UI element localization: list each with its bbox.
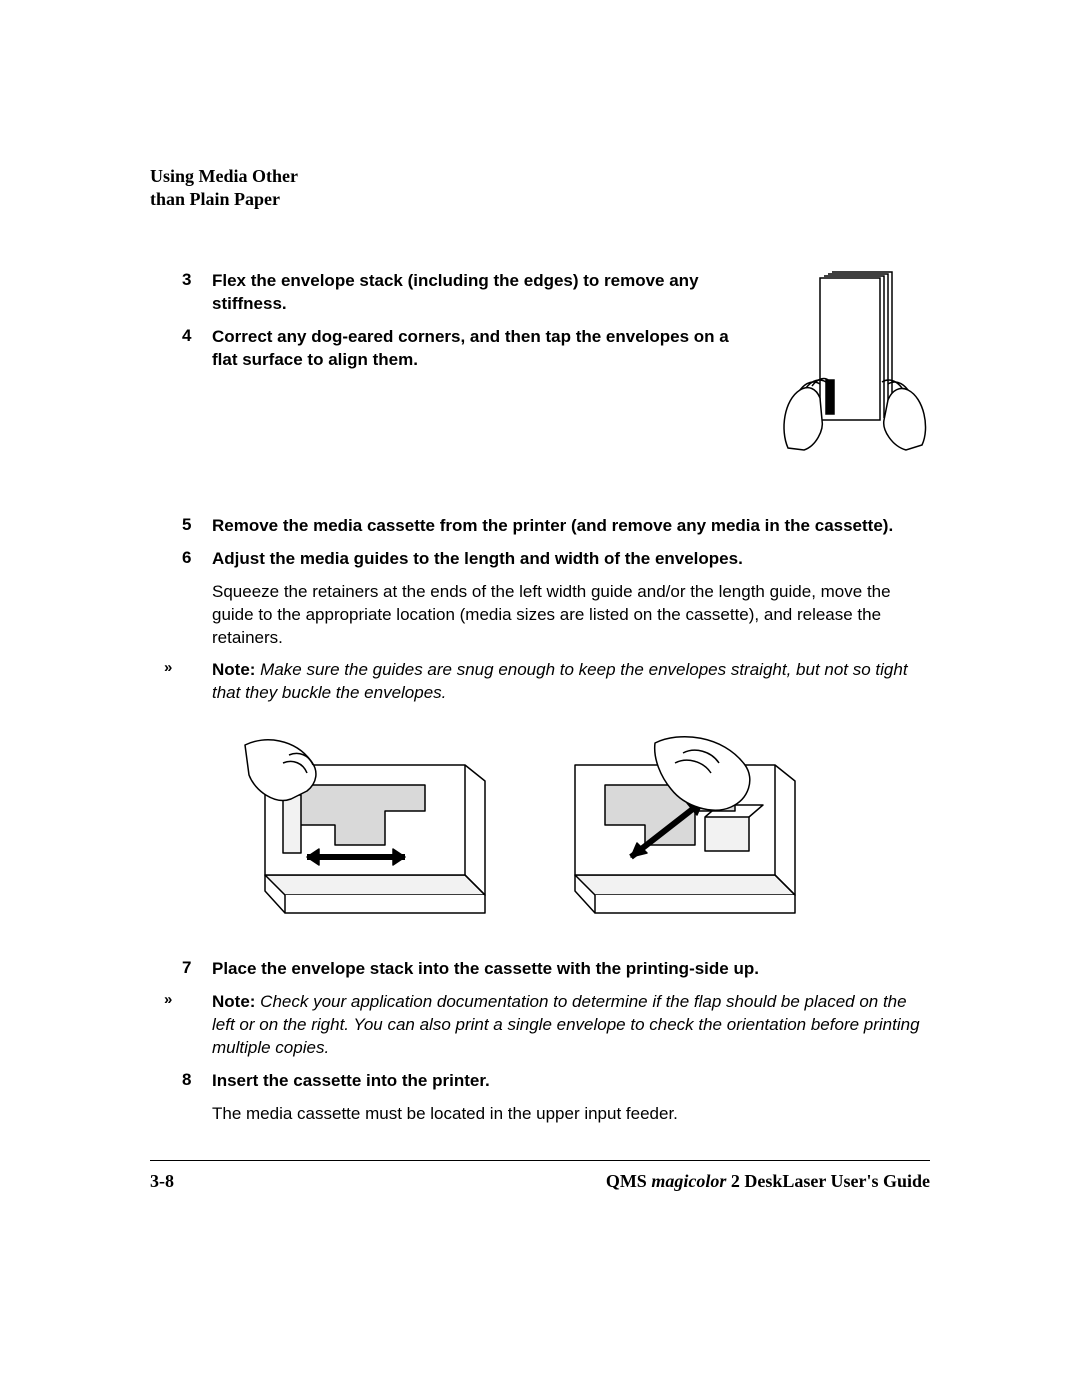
cassette-length-guide-illustration: [535, 725, 815, 930]
note-text: Note: Check your application documentati…: [212, 991, 930, 1060]
steps-3-4: 3 Flex the envelope stack (including the…: [150, 270, 730, 465]
page-footer: 3-8 QMS magicolor 2 DeskLaser User's Gui…: [150, 1171, 930, 1192]
step-5: 5 Remove the media cassette from the pri…: [150, 515, 930, 538]
step-number: 5: [150, 515, 212, 538]
step-spacer: [150, 1103, 212, 1126]
note-2: » Note: Check your application documenta…: [150, 991, 930, 1060]
step-text: Remove the media cassette from the print…: [212, 515, 930, 538]
footer-product: magicolor: [651, 1171, 726, 1191]
section-title-line2: than Plain Paper: [150, 189, 280, 209]
section-title: Using Media Other than Plain Paper: [150, 165, 930, 212]
footer-title: QMS magicolor 2 DeskLaser User's Guide: [606, 1171, 930, 1192]
note-body: Check your application documentation to …: [212, 992, 920, 1057]
cassette-illustrations: [225, 725, 930, 930]
page-number: 3-8: [150, 1171, 174, 1192]
step-6-body: Squeeze the retainers at the ends of the…: [150, 581, 930, 650]
steps-3-4-with-illustration: 3 Flex the envelope stack (including the…: [150, 270, 930, 465]
step-number: 8: [150, 1070, 212, 1093]
footer-prefix: QMS: [606, 1171, 652, 1191]
envelope-flex-illustration: [750, 270, 930, 465]
footer-rule: [150, 1160, 930, 1161]
note-body: Make sure the guides are snug enough to …: [212, 660, 908, 702]
note-label: Note:: [212, 992, 255, 1011]
note-1: » Note: Make sure the guides are snug en…: [150, 659, 930, 705]
step-7: 7 Place the envelope stack into the cass…: [150, 958, 930, 981]
step-number: 7: [150, 958, 212, 981]
step-text: Flex the envelope stack (including the e…: [212, 270, 730, 316]
step-8: 8 Insert the cassette into the printer.: [150, 1070, 930, 1093]
step-text: Place the envelope stack into the casset…: [212, 958, 930, 981]
step-number: 3: [150, 270, 212, 316]
step-spacer: [150, 581, 212, 650]
manual-page: Using Media Other than Plain Paper 3 Fle…: [0, 0, 1080, 1192]
note-text: Note: Make sure the guides are snug enou…: [212, 659, 930, 705]
section-title-line1: Using Media Other: [150, 166, 298, 186]
note-marker: »: [150, 659, 212, 705]
step-body-text: The media cassette must be located in th…: [212, 1103, 930, 1126]
step-body-text: Squeeze the retainers at the ends of the…: [212, 581, 930, 650]
note-marker: »: [150, 991, 212, 1060]
step-text: Insert the cassette into the printer.: [212, 1070, 930, 1093]
note-label: Note:: [212, 660, 255, 679]
footer-suffix: 2 DeskLaser User's Guide: [726, 1171, 930, 1191]
step-number: 6: [150, 548, 212, 571]
step-8-body: The media cassette must be located in th…: [150, 1103, 930, 1126]
cassette-width-guide-illustration: [225, 725, 505, 930]
step-3: 3 Flex the envelope stack (including the…: [150, 270, 730, 316]
step-number: 4: [150, 326, 212, 372]
step-text: Correct any dog-eared corners, and then …: [212, 326, 730, 372]
step-text: Adjust the media guides to the length an…: [212, 548, 930, 571]
step-6: 6 Adjust the media guides to the length …: [150, 548, 930, 571]
step-4: 4 Correct any dog-eared corners, and the…: [150, 326, 730, 372]
